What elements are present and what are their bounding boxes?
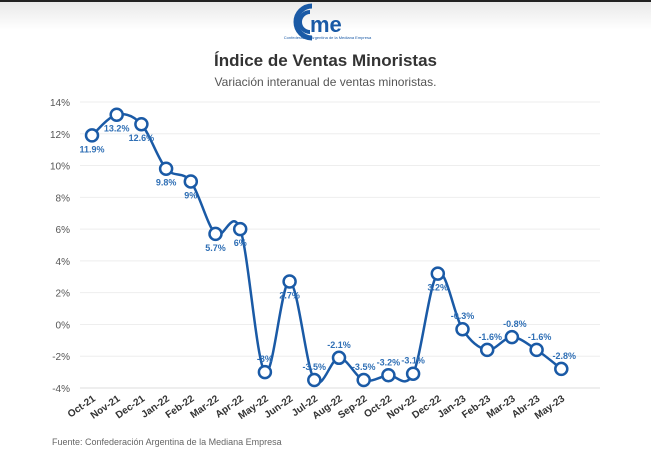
data-label: 11.9% bbox=[79, 144, 104, 154]
y-tick-label: 2% bbox=[56, 289, 71, 300]
data-label: -1.6% bbox=[478, 332, 502, 342]
data-point bbox=[134, 116, 149, 132]
data-label: 6% bbox=[234, 238, 247, 248]
data-point bbox=[282, 274, 297, 289]
y-tick-label: 8% bbox=[56, 193, 71, 204]
y-tick-label: -2% bbox=[52, 352, 70, 363]
logo-text: me bbox=[310, 12, 342, 37]
data-point bbox=[232, 221, 248, 237]
data-label: -3.1% bbox=[401, 356, 425, 366]
data-label: 9.8% bbox=[156, 178, 177, 188]
data-label: 3.2% bbox=[428, 283, 449, 293]
data-label: 5.7% bbox=[205, 243, 226, 253]
data-point bbox=[529, 342, 544, 358]
cme-logo: me bbox=[293, 3, 342, 41]
data-point bbox=[554, 361, 569, 377]
source-note: Fuente: Confederación Argentina de la Me… bbox=[52, 437, 282, 447]
data-point bbox=[455, 321, 470, 337]
data-point bbox=[430, 266, 446, 281]
chart-title: Índice de Ventas Minoristas bbox=[214, 51, 437, 70]
logo-tagline: Confederación Argentina de la Mediana Em… bbox=[283, 35, 372, 40]
chart-subtitle: Variación interanual de ventas minorista… bbox=[214, 75, 437, 89]
data-label: -3.2% bbox=[377, 357, 401, 367]
data-point bbox=[208, 226, 223, 242]
y-tick-label: 4% bbox=[56, 257, 71, 268]
data-point bbox=[479, 342, 495, 358]
data-label: -2.1% bbox=[327, 340, 351, 350]
data-label: 13.2% bbox=[104, 124, 130, 134]
data-label: -3.5% bbox=[303, 362, 327, 372]
data-label: -3% bbox=[257, 354, 273, 364]
y-tick-label: 12% bbox=[50, 130, 70, 141]
y-tick-label: 10% bbox=[50, 162, 70, 173]
y-tick-label: -4% bbox=[52, 384, 70, 395]
data-label: -1.6% bbox=[528, 332, 552, 342]
data-label: 9% bbox=[184, 190, 197, 200]
data-point bbox=[331, 350, 347, 366]
data-label: -2.8% bbox=[553, 351, 577, 361]
data-point bbox=[356, 372, 371, 388]
top-bar bbox=[0, 0, 651, 30]
data-point bbox=[405, 366, 421, 381]
data-point bbox=[381, 368, 396, 383]
data-label: -3.5% bbox=[352, 362, 376, 372]
data-label: -0.3% bbox=[451, 311, 475, 321]
data-point bbox=[109, 107, 124, 122]
data-point bbox=[307, 372, 322, 388]
data-point bbox=[183, 174, 199, 189]
data-label: 2.7% bbox=[279, 291, 300, 301]
data-label: 12.6% bbox=[129, 133, 155, 143]
y-tick-label: 0% bbox=[56, 320, 71, 331]
data-point bbox=[158, 161, 174, 176]
data-point bbox=[84, 128, 100, 143]
data-point bbox=[257, 364, 273, 380]
y-tick-label: 6% bbox=[56, 225, 71, 236]
x-tick-label: Jun-22 bbox=[263, 393, 296, 421]
data-point bbox=[504, 329, 520, 345]
y-tick-label: 14% bbox=[50, 98, 70, 109]
x-tick-label: Sep-22 bbox=[336, 393, 370, 421]
data-label: -0.8% bbox=[503, 319, 527, 329]
